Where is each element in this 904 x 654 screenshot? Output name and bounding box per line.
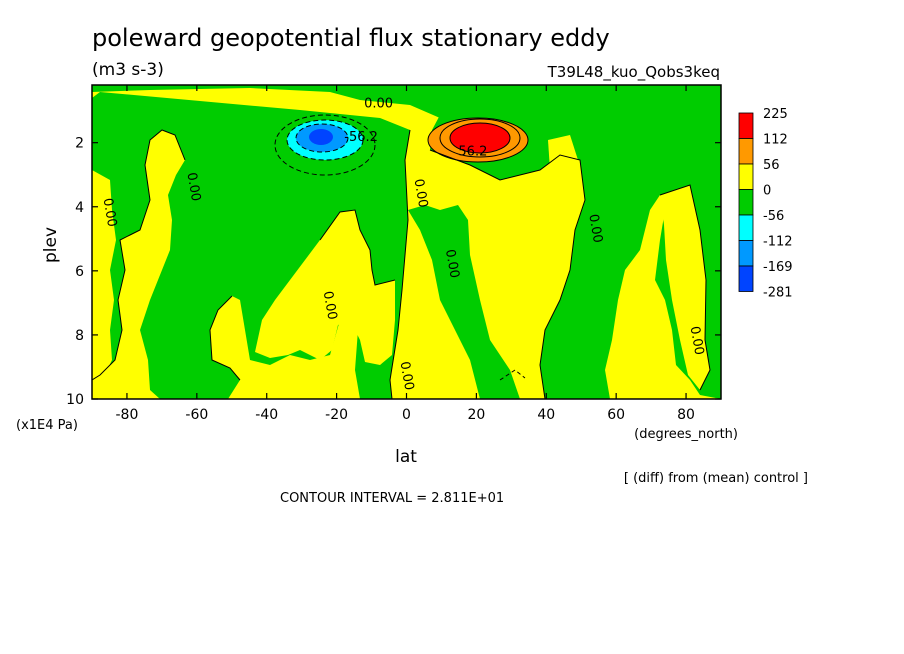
positive-strip-north (660, 185, 710, 390)
x-tick-label: -60 (185, 407, 208, 423)
legend-label: -169 (763, 260, 793, 275)
legend-label: 225 (763, 107, 788, 122)
contour-fill (92, 85, 721, 399)
x-axis-units: (degrees_north) (634, 427, 738, 442)
legend-label: -56 (763, 209, 784, 224)
chart-units: (m3 s-3) (92, 60, 164, 80)
contour-label: 0.00 (364, 96, 393, 111)
negative-region-central (408, 205, 520, 399)
negative-region-top (92, 85, 720, 118)
legend-swatch (738, 265, 754, 292)
chart-title: poleward geopotential flux stationary ed… (92, 24, 610, 52)
contour-label: 0.00 (585, 213, 605, 244)
plot-area: 0.00 -56.2 56.2 0.00 0.00 0.00 0.00 0.00 0.00 0.0… (66, 84, 722, 423)
legend-label: -281 (763, 286, 793, 301)
positive-channel-east (548, 135, 578, 215)
x-axis-label: lat (395, 447, 417, 467)
legend-swatch (738, 163, 754, 190)
positive-tongue-west (92, 170, 116, 395)
legend-label: 112 (763, 133, 788, 148)
negative-region-east (430, 85, 721, 399)
x-tick-label: 80 (677, 407, 695, 423)
y-tick-label: 4 (75, 200, 84, 216)
y-tick-label: 8 (75, 328, 84, 344)
y-axis-units: (x1E4 Pa) (16, 418, 78, 433)
contour-label: 56.2 (458, 144, 487, 159)
x-tick-label: -80 (116, 407, 139, 423)
contour-label: 0.00 (183, 171, 203, 202)
x-tick-label: -20 (325, 407, 348, 423)
legend-swatch (738, 138, 754, 165)
legend-swatch (738, 112, 754, 139)
positive-flux-max (450, 123, 510, 153)
x-tick-label: -40 (255, 407, 278, 423)
legend-label: 0 (763, 184, 771, 199)
contour-labels: 0.00 -56.2 56.2 0.00 0.00 0.00 0.00 0.00 0.00 0.0… (100, 96, 707, 391)
contour-label: 0.00 (411, 178, 431, 209)
y-axis-label: plev (41, 227, 61, 263)
x-tick-label: 60 (607, 407, 625, 423)
diff-note: [ (diff) from (mean) control ] (624, 471, 808, 486)
x-tick-label: 40 (537, 407, 555, 423)
negative-flux-min (309, 129, 333, 145)
legend-swatch (738, 189, 754, 216)
contour-interval: CONTOUR INTERVAL = 2.811E+01 (280, 491, 504, 506)
contour-label: 0.00 (100, 197, 120, 228)
y-tick-label: 6 (75, 264, 84, 280)
y-tick-label: 10 (66, 392, 84, 408)
legend-swatch (738, 240, 754, 267)
contour-label: 0.00 (442, 248, 462, 279)
y-axis-ticks: 2 4 6 8 10 (66, 136, 721, 408)
y-tick-label: 2 (75, 136, 84, 152)
legend-label: 56 (763, 158, 780, 173)
contour-lines (92, 114, 711, 399)
x-tick-label: 0 (402, 407, 411, 423)
contour-label: 0.00 (397, 360, 417, 391)
color-legend: 225 112 56 0 -56 -112 -169 -281 (738, 107, 793, 301)
x-tick-label: 20 (467, 407, 485, 423)
legend-label: -112 (763, 235, 793, 250)
legend-swatch (738, 214, 754, 241)
contour-label: 0.00 (320, 290, 340, 321)
contour-label: -56.2 (344, 130, 378, 145)
contour-label: 0.00 (687, 325, 707, 356)
positive-column-midwest (255, 210, 395, 365)
experiment-label: T39L48_kuo_Qobs3keq (547, 63, 720, 82)
x-axis-ticks: -80 -60 -40 -20 0 20 40 60 80 (116, 85, 695, 423)
